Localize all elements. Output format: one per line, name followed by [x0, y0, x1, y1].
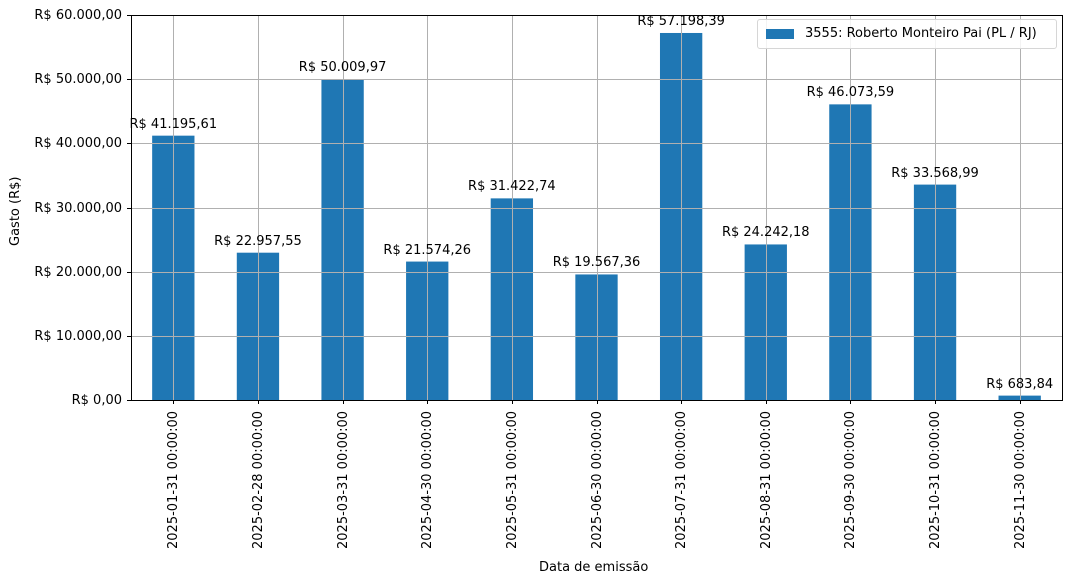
bar-value-label: R$ 33.568,99	[891, 165, 979, 181]
legend-swatch-icon	[766, 29, 794, 39]
x-tick-label: 2025-02-28 00:00:00	[250, 410, 266, 549]
x-tick-label: 2025-03-31 00:00:00	[335, 410, 351, 549]
bar	[998, 395, 1041, 400]
x-tick-label: 2025-08-31 00:00:00	[758, 410, 774, 549]
x-tick-label: 2025-11-30 00:00:00	[1012, 410, 1028, 549]
x-tick-label: 2025-04-30 00:00:00	[419, 410, 435, 549]
x-tick-label: 2025-09-30 00:00:00	[842, 410, 858, 549]
y-tick-label: R$ 40.000,00	[34, 135, 122, 151]
bar-value-label: R$ 22.957,55	[214, 233, 302, 249]
bar-value-label: R$ 50.009,97	[298, 60, 387, 76]
bar-value-label: R$ 24.242,18	[721, 225, 810, 241]
legend-label: 3555: Roberto Monteiro Pai (PL / RJ)	[805, 26, 1037, 41]
y-tick-label: R$ 0,00	[71, 392, 122, 408]
y-tick-label: R$ 60.000,00	[34, 7, 122, 23]
bar-value-label: R$ 46.073,59	[806, 85, 895, 101]
y-tick-label: R$ 10.000,00	[34, 328, 122, 344]
x-tick-label: 2025-06-30 00:00:00	[589, 410, 605, 549]
x-axis-label: Data de emissão	[539, 560, 649, 575]
bar-value-label: R$ 19.567,36	[552, 255, 641, 271]
x-tick-label: 2025-05-31 00:00:00	[504, 410, 520, 549]
y-tick-label: R$ 20.000,00	[34, 264, 122, 280]
x-tick-label: 2025-01-31 00:00:00	[165, 410, 181, 549]
legend: 3555: Roberto Monteiro Pai (PL / RJ)	[757, 19, 1057, 49]
x-tick-label: 2025-07-31 00:00:00	[673, 410, 689, 549]
x-tick-label: 2025-10-31 00:00:00	[927, 410, 943, 549]
bar-value-label: R$ 57.198,39	[637, 13, 725, 29]
bar	[236, 252, 280, 400]
y-axis-label: Gasto (R$)	[8, 176, 23, 246]
y-tick-label: R$ 30.000,00	[34, 200, 122, 216]
bar-value-label: R$ 31.422,74	[468, 179, 556, 195]
bar-value-label: R$ 21.574,26	[383, 242, 472, 258]
bar	[321, 79, 364, 400]
bar-value-label: R$ 683,84	[986, 376, 1054, 392]
y-tick-label: R$ 50.000,00	[34, 71, 122, 87]
bar	[490, 198, 534, 400]
bar-value-label: R$ 41.195,61	[129, 116, 218, 132]
bar	[575, 274, 618, 400]
bar	[744, 244, 787, 400]
